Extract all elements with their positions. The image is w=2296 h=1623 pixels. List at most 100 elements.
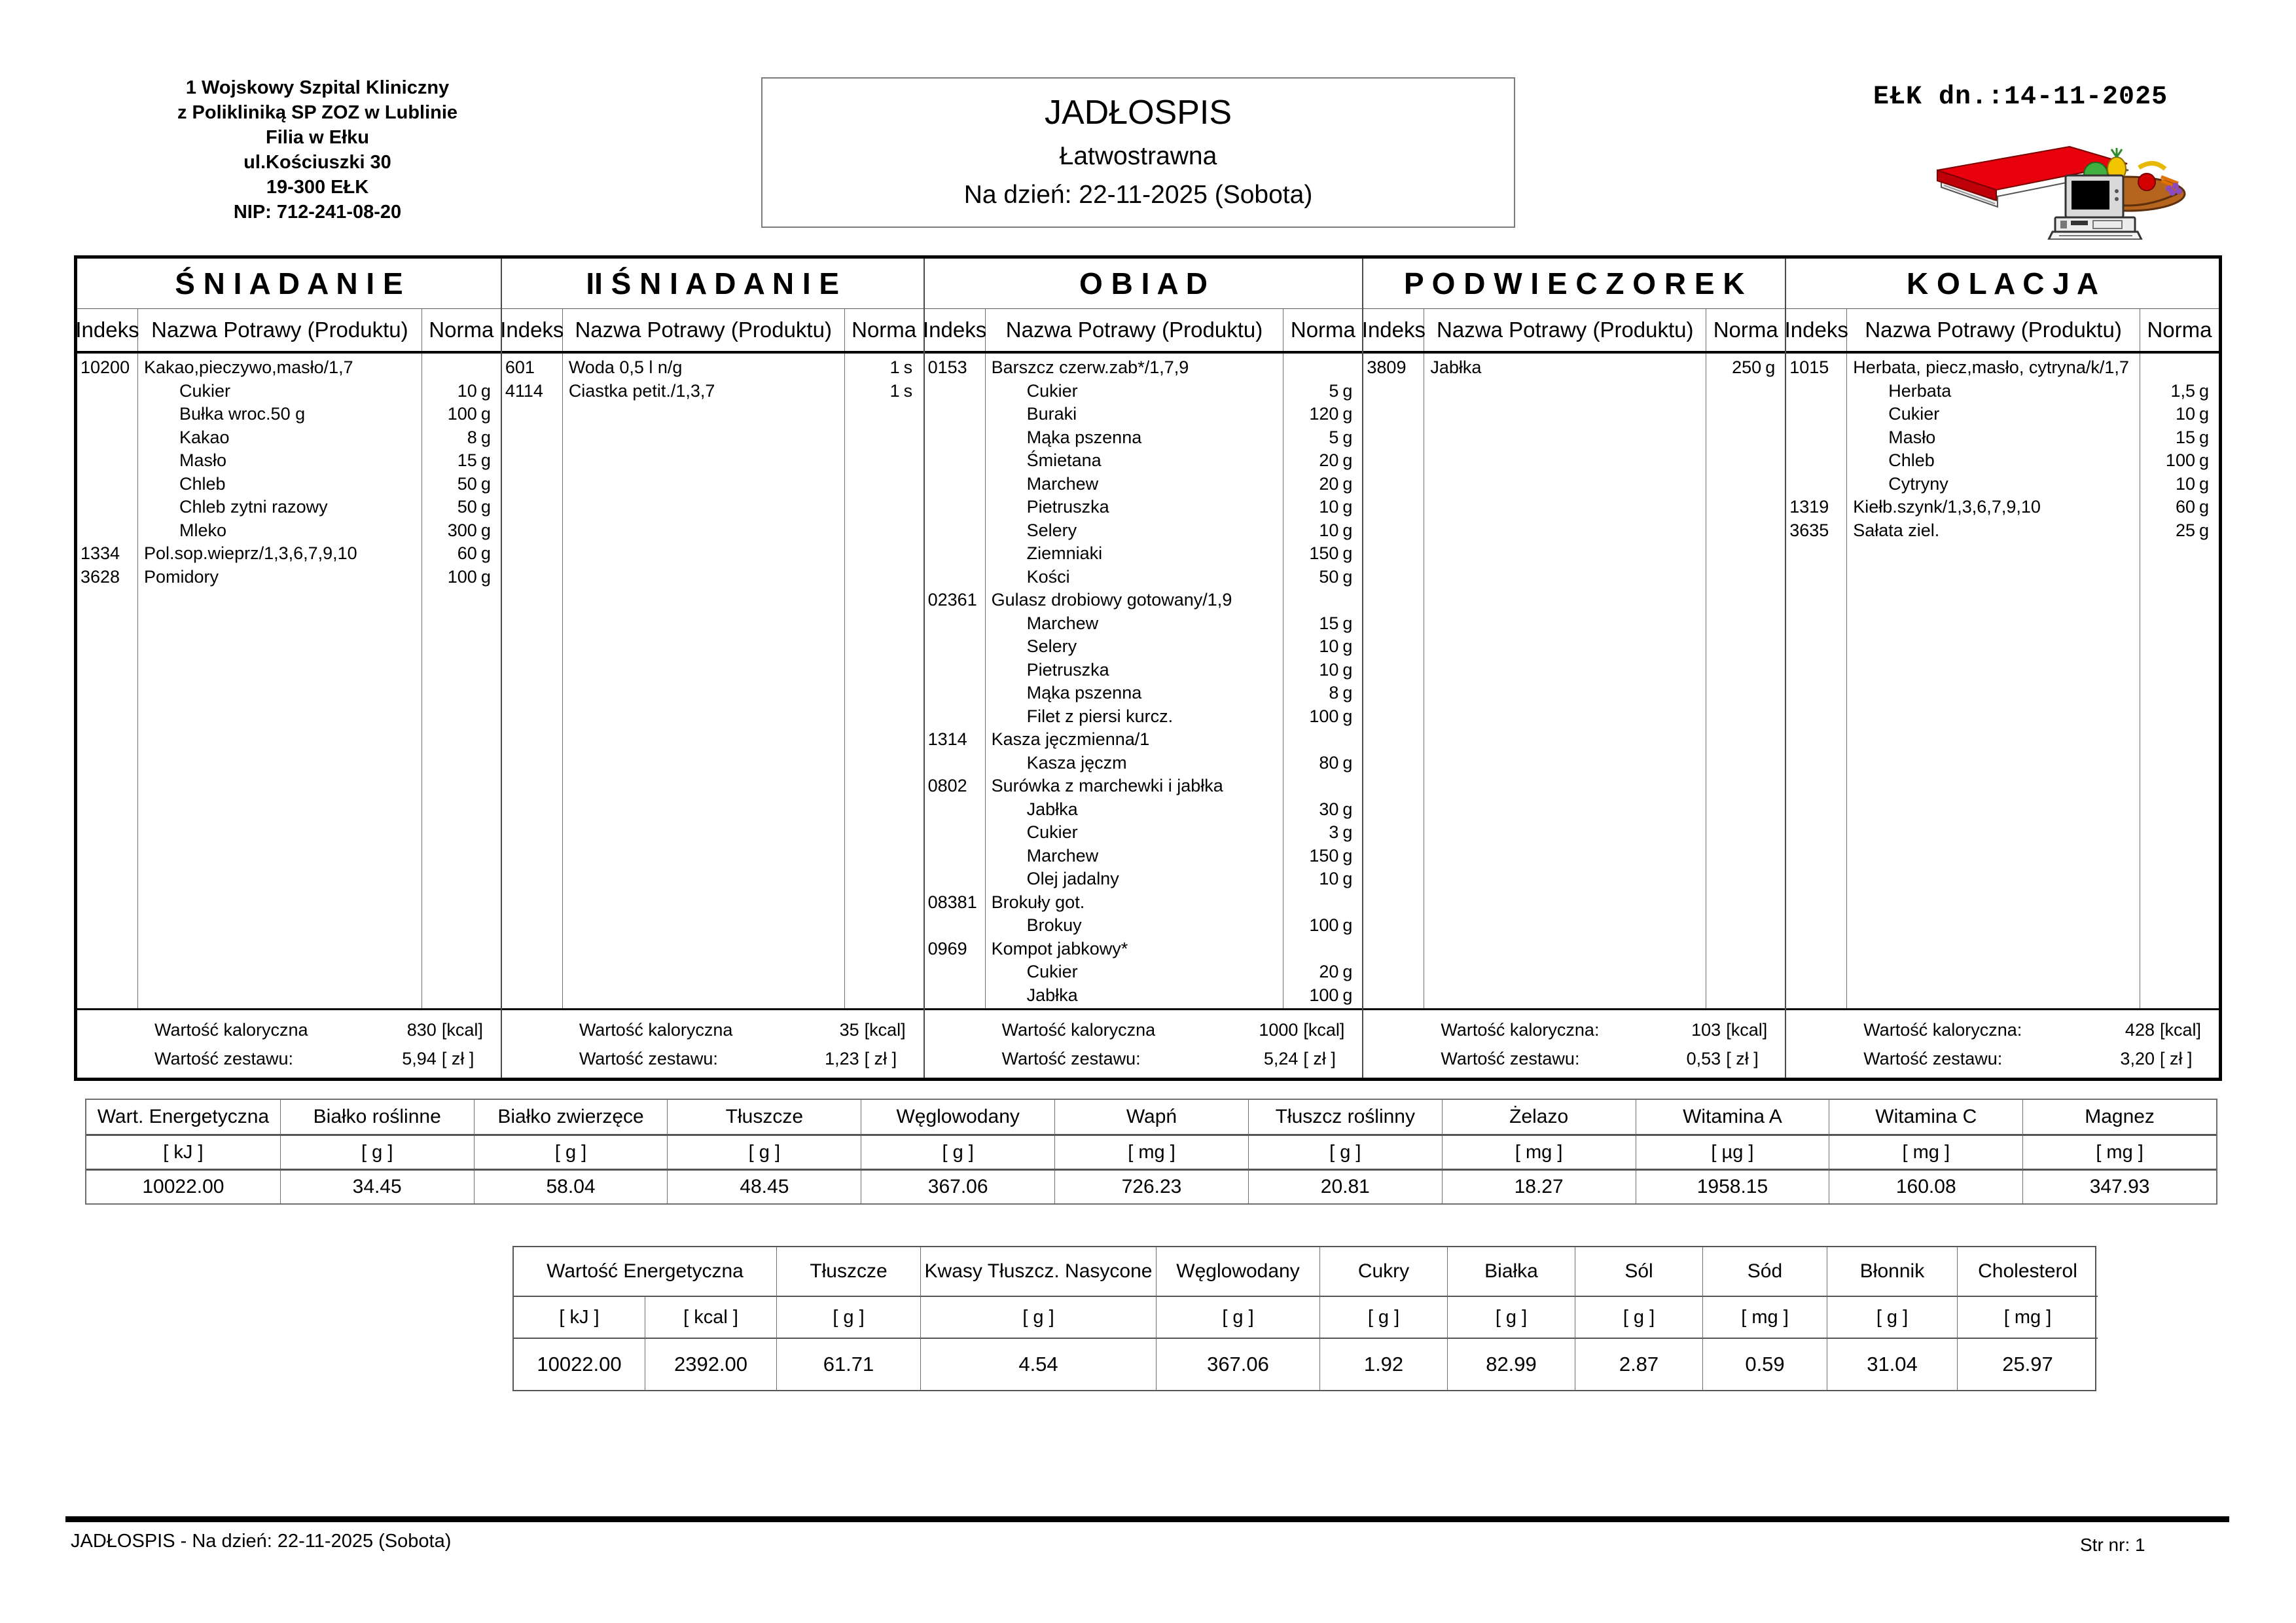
meal-subheader: Indeks Nazwa Potrawy (Produktu) Norma bbox=[1785, 309, 2219, 354]
norm-value: 1 bbox=[889, 357, 900, 378]
ingredient-name: Chleb zytni razowy bbox=[179, 497, 328, 517]
meal-column-ii-sniadanie: II Ś N I A D A N I E Indeks Nazwa Potraw… bbox=[500, 259, 925, 1078]
meal-column-podwieczorek: P O D W I E C Z O R E K Indeks Nazwa Pot… bbox=[1362, 259, 1787, 1078]
cost-unit: [ zł ] bbox=[441, 1048, 475, 1068]
norm-unit: g bbox=[1342, 962, 1353, 982]
norm-value: 80 bbox=[1319, 752, 1339, 773]
dish-index: 3635 bbox=[1789, 520, 1829, 540]
ingredient-name: Jabłka bbox=[1026, 985, 1078, 1005]
meal-title: II Ś N I A D A N I E bbox=[501, 259, 924, 309]
cost-label: Wartość zestawu: bbox=[154, 1048, 294, 1068]
norm-unit: g bbox=[1342, 473, 1353, 494]
ingredient-name: Marchew bbox=[1026, 845, 1099, 866]
column-divider bbox=[1846, 354, 1848, 1008]
meal-column-obiad: O B I A D Indeks Nazwa Potrawy (Produktu… bbox=[923, 259, 1364, 1078]
dish-name: Jabłka bbox=[1430, 357, 1482, 378]
hospital-line: ul.Kościuszki 30 bbox=[243, 152, 391, 173]
norm-unit: g bbox=[2198, 473, 2210, 494]
norm-value: 15 bbox=[2175, 427, 2195, 447]
col-header-nazwa: Nazwa Potrawy (Produktu) bbox=[1865, 318, 2122, 342]
meal-subheader: Indeks Nazwa Potrawy (Produktu) Norma bbox=[1362, 309, 1785, 354]
nutrient-header: Wapń bbox=[1054, 1100, 1248, 1134]
norm-cell: 10 g bbox=[1283, 520, 1362, 541]
col-header-norma: Norma bbox=[844, 309, 924, 351]
meal-body: 0153 Barszcz czerw.zab*/1,7,9 Cukier 5 g Bura… bbox=[925, 354, 1363, 1008]
norm-unit: g bbox=[1342, 706, 1353, 726]
nutrient-value: 61.71 bbox=[776, 1339, 920, 1390]
norm-unit: g bbox=[1342, 752, 1353, 773]
norm-value: 10 bbox=[1319, 497, 1339, 517]
nutrient-unit: [ g ] bbox=[1575, 1296, 1702, 1339]
kcal-unit: [kcal] bbox=[864, 1019, 906, 1040]
ingredient-name: Selery bbox=[1026, 636, 1077, 657]
menu-row: Selery 10 g bbox=[925, 635, 1363, 659]
menu-row: 4114 Ciastka petit./1,3,7 1 s bbox=[502, 380, 924, 403]
meal-title: K O L A C J A bbox=[1786, 259, 2219, 309]
norm-cell: 100 g bbox=[1283, 985, 1362, 1006]
nutrient-unit: [ mg ] bbox=[1957, 1296, 2098, 1339]
meal-column-sniadanie: Ś N I A D A N I E Indeks Nazwa Potrawy (… bbox=[75, 259, 502, 1078]
cost-label: Wartość zestawu: bbox=[579, 1048, 718, 1068]
nutrient-unit: [ g ] bbox=[861, 1134, 1055, 1171]
ingredient-name: Cukier bbox=[179, 380, 231, 401]
menu-row: Kasza jęczm 80 g bbox=[925, 752, 1363, 775]
norm-value: 10 bbox=[1319, 869, 1339, 889]
column-divider bbox=[137, 354, 138, 1008]
menu-row: Pietruszka 10 g bbox=[925, 659, 1363, 682]
ingredient-name: Ziemniaki bbox=[1026, 543, 1103, 564]
cost-label: Wartość zestawu: bbox=[1441, 1048, 1580, 1068]
hospital-address-block: 1 Wojskowy Szpital Kliniczny z Poliklini… bbox=[134, 75, 501, 225]
norm-cell: 20 g bbox=[1283, 474, 1362, 494]
col-header-indeks: Indeks bbox=[1362, 309, 1426, 351]
footer-page-number: Str nr: 1 bbox=[2080, 1535, 2145, 1555]
norm-value: 20 bbox=[1319, 962, 1339, 982]
norm-cell: 10 g bbox=[1283, 636, 1362, 657]
ingredient-name: Chleb bbox=[179, 473, 226, 494]
menu-row: Bułka wroc.50 g 100 g bbox=[77, 403, 501, 426]
menu-row: Cukier 10 g bbox=[77, 380, 501, 403]
norm-unit: g bbox=[2198, 450, 2210, 471]
diet-name: Łatwostrawna bbox=[1059, 142, 1217, 170]
norm-cell: 100 g bbox=[1283, 706, 1362, 727]
meal-title: P O D W I E C Z O R E K bbox=[1363, 259, 1785, 309]
nutrient-unit: [ g ] bbox=[776, 1296, 920, 1339]
nutrient-value: 25.97 bbox=[1957, 1339, 2098, 1390]
cost-value: 1,23 bbox=[825, 1048, 859, 1068]
ingredient-name: Cukier bbox=[1888, 404, 1940, 424]
norm-cell: 80 g bbox=[1283, 753, 1362, 773]
menu-row: Marchew 20 g bbox=[925, 473, 1363, 496]
kcal-label: Wartość kaloryczna bbox=[579, 1019, 733, 1040]
meal-column-kolacja: K O L A C J A Indeks Nazwa Potrawy (Prod… bbox=[1785, 259, 2219, 1078]
nutrient-header: Wart. Energetyczna bbox=[97, 1106, 270, 1127]
norm-cell: 250 g bbox=[1706, 357, 1785, 378]
menu-row: 3809 Jabłka 250 g bbox=[1363, 356, 1785, 380]
nutrient-value: 0.59 bbox=[1702, 1339, 1827, 1390]
meal-title: O B I A D bbox=[924, 259, 1363, 309]
energy-value: 2392.00 bbox=[645, 1339, 776, 1390]
hospital-line: 1 Wojskowy Szpital Kliniczny bbox=[185, 77, 450, 98]
ingredient-name: Cytryny bbox=[1888, 473, 1948, 494]
norm-cell: 10 g bbox=[2140, 404, 2219, 424]
norm-value: 50 bbox=[457, 473, 477, 494]
menu-date-line: Na dzień: 22-11-2025 (Sobota) bbox=[963, 181, 1313, 209]
dish-index: 0802 bbox=[927, 776, 967, 796]
norm-unit: g bbox=[480, 427, 491, 447]
nutrient-header: Białko roślinne bbox=[279, 1100, 474, 1134]
footer-divider-rule bbox=[65, 1516, 2229, 1522]
nutrient-header: Węglowodany bbox=[1156, 1247, 1319, 1296]
place-and-print-date: EŁK dn.:14-11-2025 bbox=[1873, 82, 2168, 112]
menu-row: Kakao 8 g bbox=[77, 426, 501, 450]
dish-name: Pol.sop.wieprz/1,3,6,7,9,10 bbox=[144, 543, 357, 564]
energy-summary-table: Wartość Energetyczna Tłuszcze Kwasy Tłuszc… bbox=[512, 1246, 2098, 1391]
norm-value: 10 bbox=[457, 380, 477, 401]
meal-body: 1015 Herbata, piecz,masło, cytryna/k/1,7 H… bbox=[1786, 354, 2219, 1008]
nutrient-unit: [ mg ] bbox=[1829, 1134, 2023, 1171]
meal-footer: Wartość kaloryczna 35 [kcal] Wartość zest… bbox=[501, 1008, 924, 1078]
menu-row: 3628 Pomidory 100 g bbox=[77, 566, 501, 589]
norm-unit: g bbox=[480, 566, 491, 587]
cost-unit: [ zł ] bbox=[864, 1048, 897, 1068]
norm-value: 120 bbox=[1309, 404, 1339, 424]
norm-value: 10 bbox=[2175, 473, 2195, 494]
norm-value: 5 bbox=[1329, 427, 1339, 447]
